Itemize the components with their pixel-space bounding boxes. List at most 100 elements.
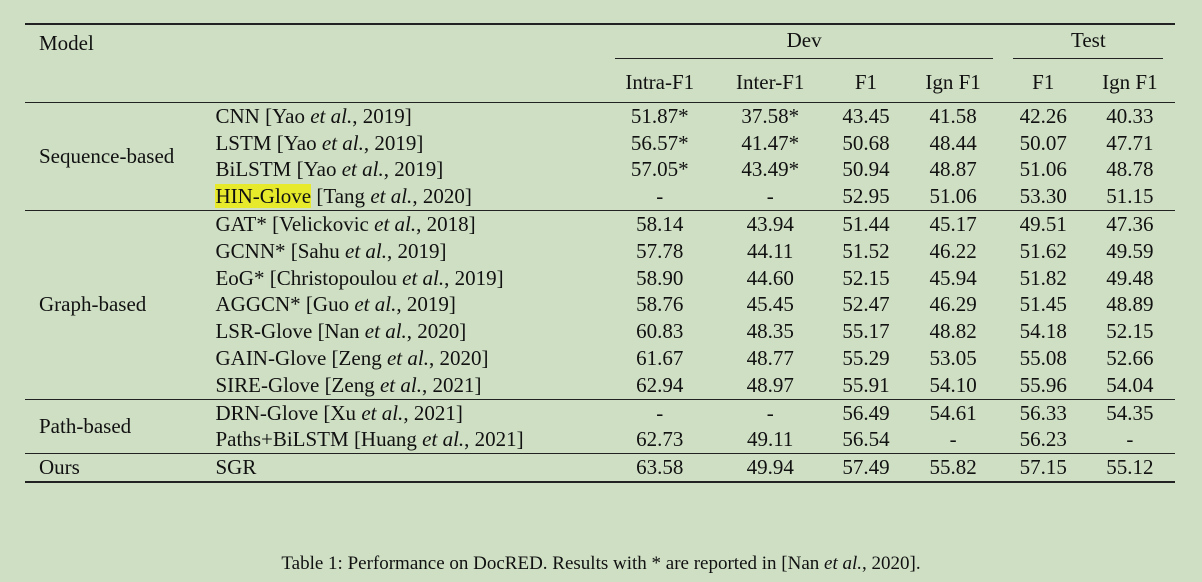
- citation-end: , 2020]: [412, 184, 472, 209]
- col-header: F1: [1032, 69, 1055, 94]
- col-header: Inter-F1: [735, 69, 805, 94]
- citation-end: , 2021]: [464, 427, 524, 452]
- value-cell: 45.94: [929, 265, 977, 290]
- citation-end: , 2018]: [416, 212, 476, 237]
- value-cell: 55.08: [1019, 346, 1067, 371]
- value-cell: 43.94: [712, 210, 828, 238]
- value-cell: 51.15: [1106, 184, 1154, 209]
- value-cell: 48.44: [929, 130, 977, 155]
- value-cell: 48.78: [1106, 157, 1154, 182]
- model-name: DRN-Glove: [215, 400, 319, 425]
- model-name-cell: GAT* [Velickovic et al., 2018]: [215, 210, 607, 238]
- value-cell: 41.58: [904, 101, 1002, 130]
- value-cell: 48.87: [929, 157, 977, 182]
- table-row: LSR-Glove [Nan et al., 2020] 60.83 48.35 55…: [25, 318, 1175, 345]
- header-row-2: Intra-F1 Inter-F1 F1 Ign F1 F1 Ign F1: [25, 62, 1175, 103]
- value-cell: 47.36: [1084, 210, 1175, 238]
- value-cell: 47.71: [1106, 130, 1154, 155]
- model-name-cell: SIRE-Glove [Zeng et al., 2021]: [215, 372, 606, 399]
- table-row: Ours SGR 63.58 49.94 57.49 55.82 57.15 55.12: [25, 453, 1175, 484]
- value-cell: 48.89: [1106, 292, 1154, 317]
- value-cell: 55.82: [904, 453, 1002, 484]
- citation-italic: et al.: [364, 319, 407, 344]
- col-header: Ign F1: [925, 69, 981, 94]
- value-cell: 44.60: [746, 265, 794, 290]
- citation-italic: et al.: [386, 346, 429, 371]
- value-cell: 55.12: [1084, 453, 1175, 484]
- value-cell: 44.11: [746, 238, 794, 263]
- value-cell: 48.97: [746, 372, 794, 397]
- group-label: Path-based: [25, 398, 216, 454]
- citation-italic: et al.: [354, 292, 397, 317]
- header-row-1: Model Dev Test: [25, 23, 1175, 62]
- value-cell: 57.05*: [630, 157, 689, 182]
- value-cell: 51.06: [1019, 157, 1067, 182]
- citation-end: , 2019]: [387, 238, 447, 263]
- value-cell: 53.30: [1019, 184, 1067, 209]
- model-name: EoG*: [215, 265, 265, 290]
- value-cell: 63.58: [606, 453, 713, 484]
- value-cell: -: [949, 427, 957, 452]
- table-row: SIRE-Glove [Zeng et al., 2021] 62.94 48.97…: [25, 372, 1175, 399]
- value-cell: 55.91: [842, 372, 890, 397]
- value-cell: 49.51: [1001, 210, 1085, 238]
- value-cell: 54.10: [929, 372, 977, 397]
- value-cell: 60.83: [636, 319, 684, 344]
- table-row: AGGCN* [Guo et al., 2019] 58.76 45.45 52.47…: [25, 292, 1175, 319]
- citation-end: , 2021]: [403, 400, 463, 425]
- value-cell: 37.58*: [712, 101, 828, 130]
- value-cell: 52.47: [842, 292, 890, 317]
- value-cell: 56.33: [1001, 398, 1085, 427]
- group-label: Sequence-based: [25, 101, 216, 211]
- value-cell: 42.26: [1001, 101, 1085, 130]
- value-cell: 55.29: [842, 346, 890, 371]
- value-cell: 43.45: [827, 101, 905, 130]
- citation: [Guo: [305, 292, 355, 317]
- value-cell: -: [712, 398, 828, 427]
- value-cell: -: [656, 184, 664, 209]
- value-cell: 54.18: [1019, 319, 1067, 344]
- value-cell: 52.95: [842, 184, 890, 209]
- value-cell: 56.54: [842, 427, 890, 452]
- table-body: Sequence-based CNN [Yao et al., 2019] 51.8…: [25, 101, 1175, 484]
- caption-text: Table 1: Performance on DocRED. Results …: [281, 553, 825, 574]
- model-name: GAIN-Glove: [215, 346, 327, 371]
- value-cell: -: [606, 398, 713, 427]
- caption-text-end: , 2020].: [862, 553, 921, 574]
- citation: [Zeng: [324, 372, 380, 397]
- table-row: BiLSTM [Yao et al., 2019] 57.05* 43.49* 50.…: [25, 157, 1175, 184]
- citation-italic: et al.: [379, 372, 422, 397]
- table-row: Path-based DRN-Glove [Xu et al., 2021] - -5…: [25, 398, 1175, 454]
- value-cell: 51.06: [929, 184, 977, 209]
- model-name-cell: Paths+BiLSTM [Huang et al., 2021]: [215, 427, 606, 454]
- value-cell: 52.15: [1106, 319, 1154, 344]
- value-cell: 54.04: [1106, 372, 1154, 397]
- value-cell: 57.78: [636, 238, 684, 263]
- table-row: Graph-based GAT* [Velickovic et al., 2018…: [25, 210, 1175, 400]
- citation-italic: et al.: [345, 238, 387, 263]
- model-name-cell: LSTM [Yao et al., 2019]: [215, 130, 606, 157]
- value-cell: 46.29: [929, 292, 977, 317]
- value-cell: 49.94: [712, 453, 828, 484]
- model-name: Paths+BiLSTM: [215, 427, 349, 452]
- value-cell: 49.59: [1106, 238, 1154, 263]
- citation-end: , 2019]: [352, 103, 412, 128]
- value-cell: 62.94: [636, 372, 684, 397]
- value-cell: 48.35: [746, 319, 794, 344]
- model-name: AGGCN*: [215, 292, 301, 317]
- model-name: LSR-Glove: [215, 319, 313, 344]
- value-cell: 56.57*: [630, 130, 689, 155]
- group-label: Ours: [25, 453, 216, 484]
- model-name-cell: GCNN* [Sahu et al., 2019]: [215, 238, 606, 265]
- citation-end: , 2019]: [444, 265, 504, 290]
- value-cell: 46.22: [929, 238, 977, 263]
- value-cell: 49.48: [1106, 265, 1154, 290]
- value-cell: 43.49*: [741, 157, 800, 182]
- value-cell: 48.82: [929, 319, 977, 344]
- value-cell: 61.67: [636, 346, 684, 371]
- value-cell: 50.68: [842, 130, 890, 155]
- value-cell: 41.47*: [741, 130, 800, 155]
- citation-italic: et al.: [374, 212, 417, 237]
- value-cell: 55.17: [842, 319, 890, 344]
- citation-italic: et al.: [361, 400, 404, 425]
